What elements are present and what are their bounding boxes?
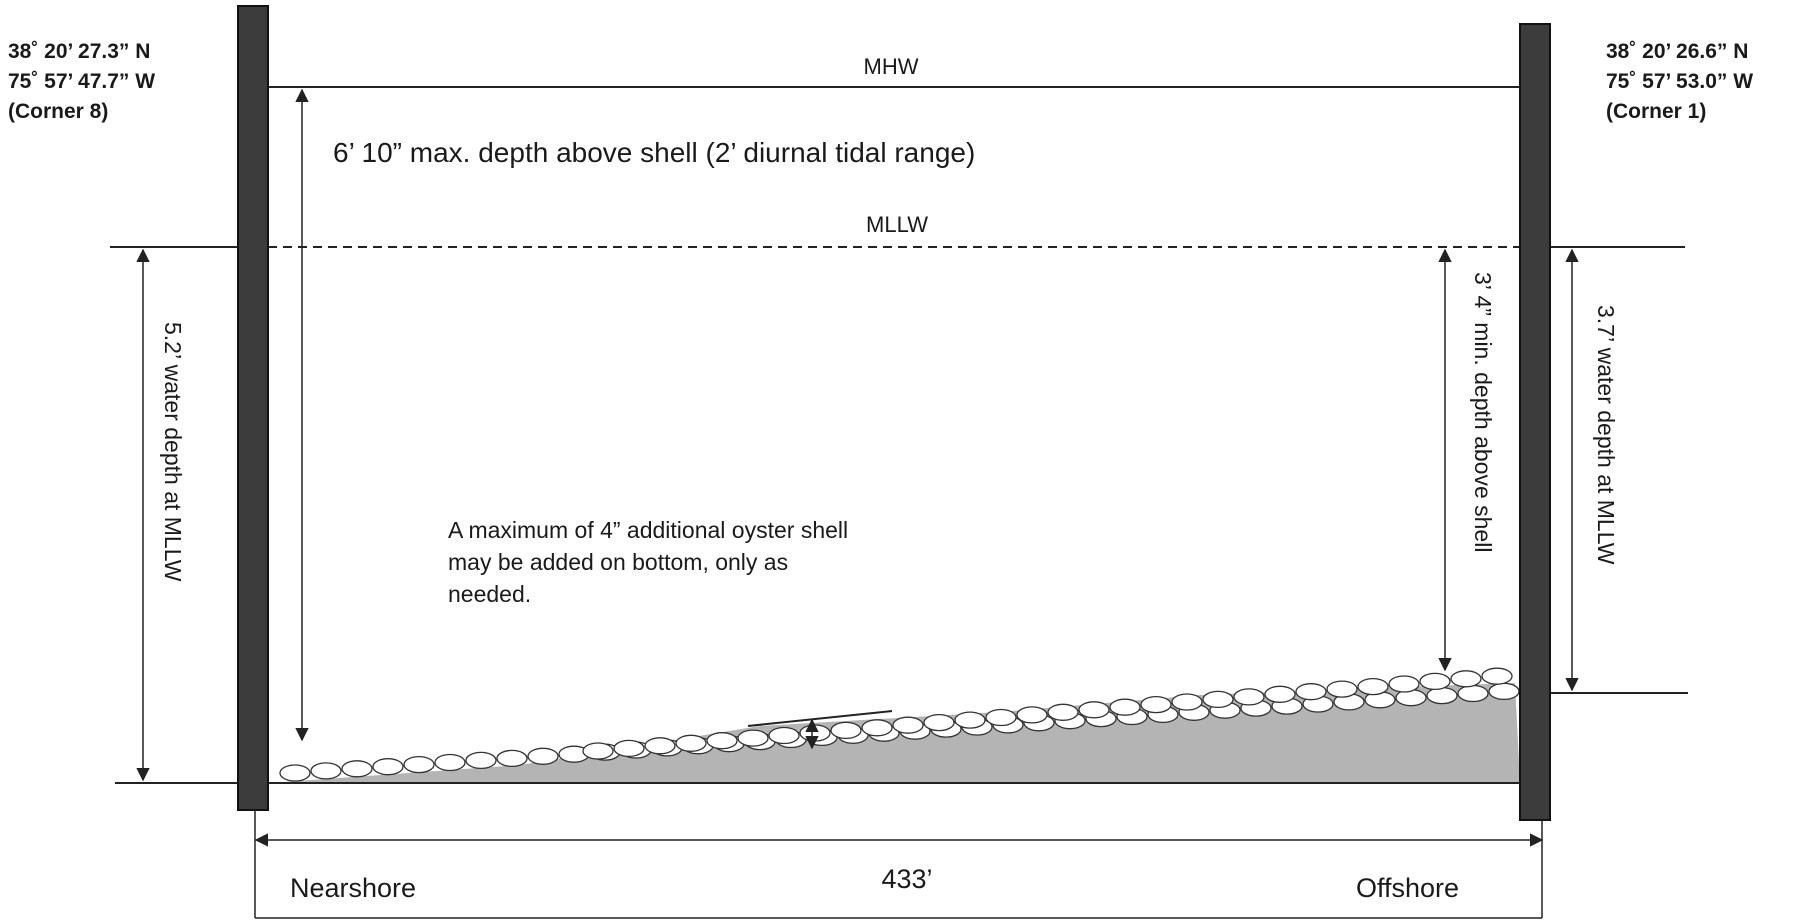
shell-note-line-3: needed. — [448, 581, 531, 607]
oyster-shell — [279, 764, 311, 782]
offshore-label: Offshore — [1356, 873, 1459, 903]
oyster-shell — [1264, 685, 1296, 703]
left-post — [237, 5, 269, 811]
mhw-label: MHW — [864, 54, 919, 79]
oyster-shell — [675, 734, 707, 752]
oyster-shell — [892, 716, 924, 734]
nearshore-label: Nearshore — [290, 873, 416, 903]
oyster-shell — [1426, 686, 1458, 705]
shell-marker-line — [747, 710, 893, 727]
min-depth-label: 3’ 4” min. depth above shell — [1470, 272, 1496, 552]
right-lon: 75˚ 57’ 53.0” W — [1606, 70, 1753, 93]
oyster-shell — [737, 729, 769, 747]
mllw-label: MLLW — [866, 212, 928, 237]
oyster-shell — [341, 760, 373, 778]
left-corner: (Corner 8) — [8, 100, 108, 123]
oyster-shell — [582, 742, 614, 760]
oyster-shell — [1388, 675, 1420, 693]
oyster-shell — [1202, 690, 1234, 709]
oyster-shell — [1078, 701, 1110, 719]
oyster-shell — [403, 755, 435, 774]
max-depth-label: 6’ 10” max. depth above shell (2’ diurna… — [333, 137, 975, 168]
shell-note-line-2: may be added on bottom, only as — [448, 549, 788, 575]
oyster-shell — [613, 739, 645, 758]
oyster-shell — [1488, 682, 1520, 701]
oyster-shell — [830, 721, 862, 740]
oyster-shell — [1047, 703, 1079, 721]
oyster-shell — [1295, 683, 1327, 701]
oyster-shell — [1233, 688, 1265, 706]
oyster-shell — [1171, 693, 1203, 711]
oyster-shell — [1419, 672, 1451, 691]
oyster-shell — [496, 749, 528, 768]
oyster-shell — [768, 726, 800, 745]
right-post — [1519, 23, 1551, 821]
oyster-shell — [1140, 695, 1172, 714]
oyster-shell — [1016, 706, 1048, 724]
right-corner: (Corner 1) — [1606, 100, 1706, 123]
oyster-shell — [310, 762, 342, 780]
oyster-shell — [1326, 680, 1358, 698]
shell-note-line-1: A maximum of 4” additional oyster shell — [448, 517, 848, 543]
right-water-depth-label: 3.7’ water depth at MLLW — [1593, 305, 1619, 565]
oyster-shell — [372, 758, 404, 776]
span-length-label: 433’ — [881, 864, 932, 894]
oyster-shell — [1109, 698, 1141, 716]
right-lat: 38˚ 20’ 26.6” N — [1606, 40, 1748, 63]
oyster-shell-layer — [279, 667, 1520, 782]
left-lon: 75˚ 57’ 47.7” W — [8, 70, 155, 93]
left-water-depth-label: 5.2’ water depth at MLLW — [160, 322, 186, 582]
oyster-shell — [1357, 677, 1389, 696]
oyster-shell — [985, 708, 1017, 727]
oyster-shell — [434, 753, 466, 772]
oyster-shell — [465, 751, 497, 770]
oyster-shell — [799, 724, 831, 742]
oyster-shell — [527, 747, 559, 765]
oyster-shell — [954, 711, 986, 729]
oyster-shell — [861, 719, 893, 737]
oyster-shell — [706, 732, 738, 750]
oyster-shell — [1457, 684, 1489, 703]
oyster-shell — [1481, 667, 1513, 685]
left-lat: 38˚ 20’ 27.3” N — [8, 40, 150, 63]
oyster-shell — [923, 713, 955, 732]
oyster-shell — [644, 737, 676, 755]
oyster-shell — [1450, 670, 1482, 688]
